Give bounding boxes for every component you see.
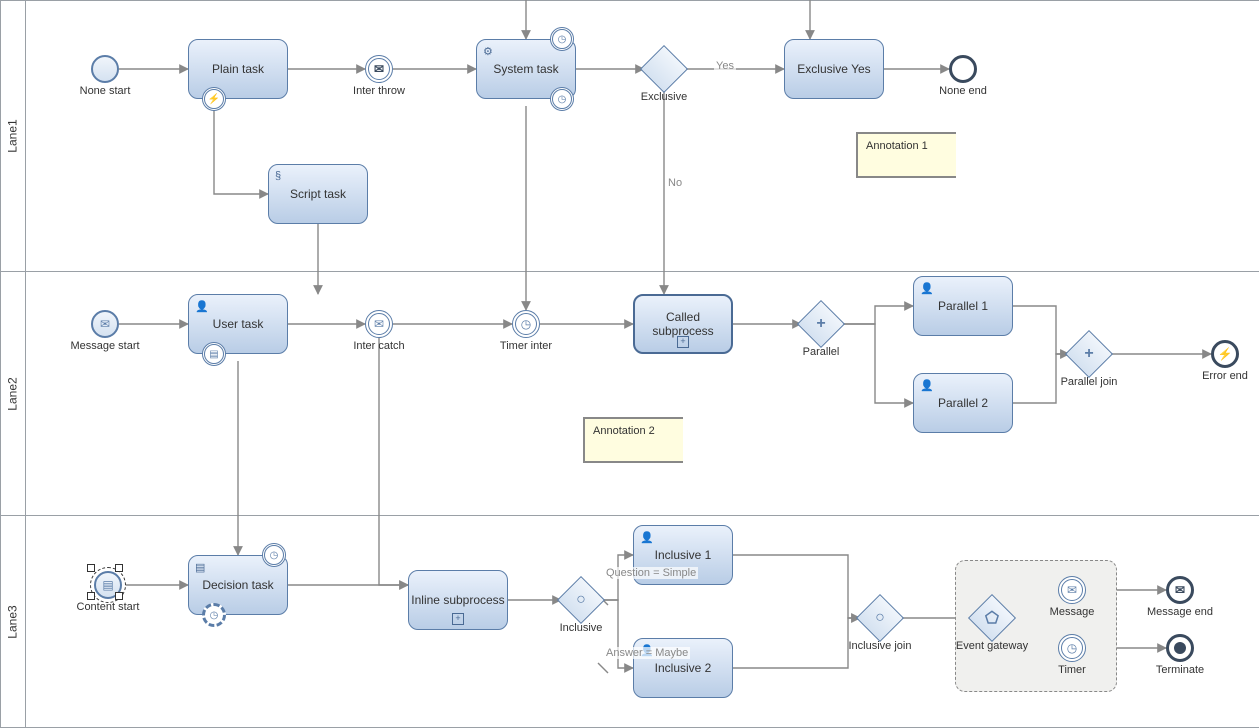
event-icon: ▤ xyxy=(102,578,113,592)
gateway-label: Exclusive xyxy=(624,91,704,103)
boundary-event-decision_timer_b[interactable]: ◷ xyxy=(202,603,226,627)
event-message_start[interactable]: ✉ xyxy=(91,310,119,338)
event-terminate[interactable] xyxy=(1166,634,1194,662)
gateway-marker-icon: + xyxy=(805,308,837,340)
lane-label-text: Lane3 xyxy=(6,605,20,638)
script-task-icon: § xyxy=(275,170,281,182)
selection-handle[interactable] xyxy=(87,592,95,600)
event-icon: ✉ xyxy=(374,62,384,76)
task-label: Decision task xyxy=(202,578,273,592)
event-label: None start xyxy=(65,85,145,97)
task-label: User task xyxy=(213,317,264,331)
event-icon: ◷ xyxy=(521,317,531,331)
gateway-marker-icon: ○ xyxy=(864,602,896,634)
task-label: Exclusive Yes xyxy=(797,62,870,76)
event-none_start[interactable] xyxy=(91,55,119,83)
lane-label: Lane3 xyxy=(1,516,26,727)
event-ev_timer[interactable]: ◷ xyxy=(1058,634,1086,662)
task-label: Plain task xyxy=(212,62,264,76)
event-label: Terminate xyxy=(1140,664,1220,676)
boundary-event-user_boundary[interactable]: ▤ xyxy=(202,342,226,366)
annotation-annotation1[interactable]: Annotation 1 xyxy=(856,132,956,178)
gateway-label: Parallel join xyxy=(1049,376,1129,388)
gateway-marker-icon: + xyxy=(1073,338,1105,370)
selection-handle[interactable] xyxy=(115,564,123,572)
event-label: Message xyxy=(1032,606,1112,618)
flow-label-yes: Yes xyxy=(714,60,736,72)
task-exclusive_yes[interactable]: Exclusive Yes xyxy=(784,39,884,99)
lane-label-text: Lane1 xyxy=(6,119,20,152)
task-inline_sub[interactable]: Inline subprocess + xyxy=(408,570,508,630)
event-icon: ✉ xyxy=(1067,583,1077,597)
user-task-icon: 👤 xyxy=(195,300,209,313)
event-timer_inter[interactable]: ◷ xyxy=(512,310,540,338)
event-icon: ⚡ xyxy=(1218,347,1233,361)
event-icon: ✉ xyxy=(100,317,110,331)
event-label: Timer inter xyxy=(486,340,566,352)
annotation-annotation2[interactable]: Annotation 2 xyxy=(583,417,683,463)
event-label: None end xyxy=(923,85,1003,97)
selection-handle[interactable] xyxy=(115,592,123,600)
boundary-event-decision_timer_r[interactable]: ◷ xyxy=(262,543,286,567)
user-task-icon: 👤 xyxy=(920,379,934,392)
task-called_sub[interactable]: Called subprocess+ xyxy=(633,294,733,354)
event-label: Message start xyxy=(65,340,145,352)
flow-label-question: Question = Simple xyxy=(604,567,698,579)
event-inter_throw[interactable]: ✉ xyxy=(365,55,393,83)
task-label: Inline subprocess xyxy=(411,593,504,607)
task-label: Inclusive 2 xyxy=(655,661,712,675)
task-parallel2[interactable]: Parallel 2 👤 xyxy=(913,373,1013,433)
boundary-event-plain_boundary[interactable]: ⚡ xyxy=(202,87,226,111)
task-label: Called subprocess xyxy=(635,310,731,338)
user-task-icon: 👤 xyxy=(640,531,654,544)
event-inter_catch[interactable]: ✉ xyxy=(365,310,393,338)
task-label: System task xyxy=(493,62,558,76)
subprocess-marker-icon: + xyxy=(452,613,464,625)
task-script_task[interactable]: Script task § xyxy=(268,164,368,224)
event-label: Inter catch xyxy=(339,340,419,352)
lane-label: Lane1 xyxy=(1,1,26,271)
task-label: Script task xyxy=(290,187,346,201)
gateway-label: Inclusive join xyxy=(840,640,920,652)
selection-handle[interactable] xyxy=(87,564,95,572)
subprocess-marker-icon: + xyxy=(677,336,689,348)
event-icon: ◷ xyxy=(1067,641,1077,655)
annotation-text: Annotation 1 xyxy=(866,140,928,152)
task-label: Inclusive 1 xyxy=(655,548,712,562)
gateway-marker-icon: ⬠ xyxy=(976,602,1008,634)
event-icon: ✉ xyxy=(374,317,384,331)
boundary-event-system_timer_top[interactable]: ◷ xyxy=(550,27,574,51)
gateway-marker-icon xyxy=(648,53,680,85)
event-icon: ✉ xyxy=(1175,583,1185,597)
event-label: Message end xyxy=(1140,606,1220,618)
event-error_end[interactable]: ⚡ xyxy=(1211,340,1239,368)
task-parallel1[interactable]: Parallel 1 👤 xyxy=(913,276,1013,336)
lane-label: Lane2 xyxy=(1,272,26,515)
event-label: Timer xyxy=(1032,664,1112,676)
gateway-label: Event gateway xyxy=(952,640,1032,652)
system-task-icon: ⚙ xyxy=(483,45,493,58)
event-label: Inter throw xyxy=(339,85,419,97)
flow-label-no: No xyxy=(666,177,684,189)
boundary-event-system_timer_bot[interactable]: ◷ xyxy=(550,87,574,111)
task-label: Parallel 2 xyxy=(938,396,988,410)
rule-task-icon: ▤ xyxy=(195,561,205,574)
task-user_task[interactable]: User task 👤 xyxy=(188,294,288,354)
gateway-label: Inclusive xyxy=(541,622,621,634)
event-none_end[interactable] xyxy=(949,55,977,83)
lane-label-text: Lane2 xyxy=(6,377,20,410)
user-task-icon: 👤 xyxy=(920,282,934,295)
flow-label-answer: Answer = Maybe xyxy=(604,647,690,659)
event-message_end[interactable]: ✉ xyxy=(1166,576,1194,604)
task-plain_task[interactable]: Plain task xyxy=(188,39,288,99)
gateway-label: Parallel xyxy=(781,346,861,358)
gateway-marker-icon: ○ xyxy=(565,584,597,616)
event-label: Error end xyxy=(1185,370,1259,382)
annotation-text: Annotation 2 xyxy=(593,425,655,437)
event-label: Content start xyxy=(68,601,148,613)
task-label: Parallel 1 xyxy=(938,299,988,313)
event-ev_message[interactable]: ✉ xyxy=(1058,576,1086,604)
